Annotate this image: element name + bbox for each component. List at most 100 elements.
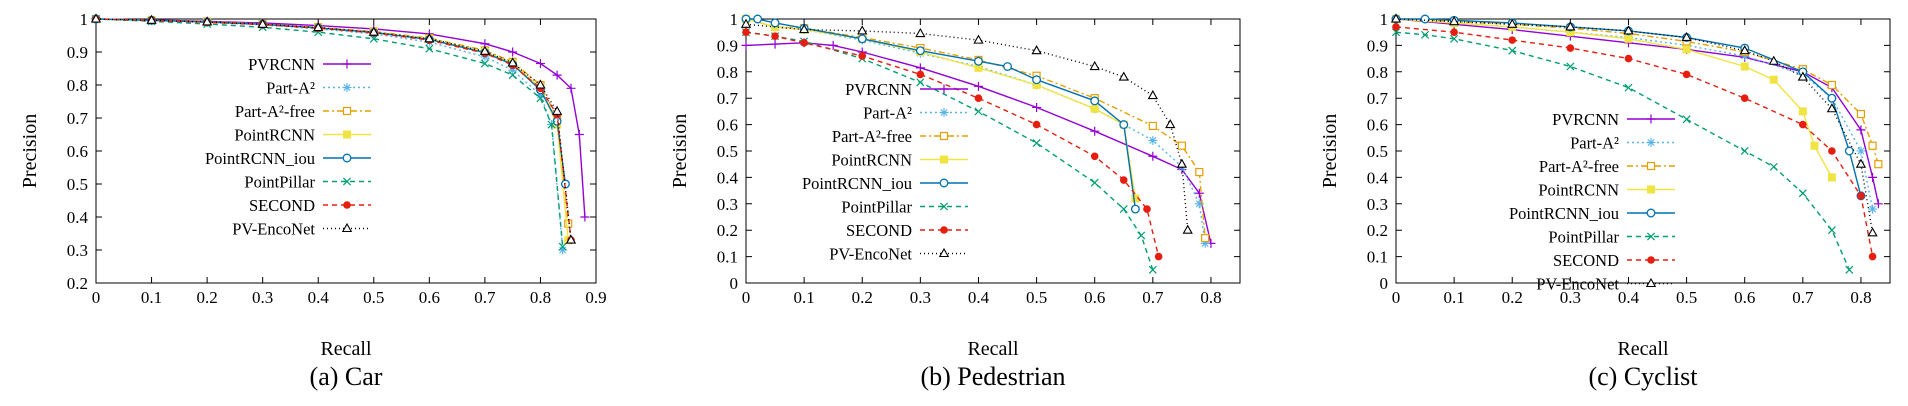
- legend-marker: [1646, 161, 1656, 171]
- data-point: [974, 56, 983, 66]
- y-tick-label: 0.5: [67, 175, 88, 194]
- x-tick-label: 0.5: [363, 288, 384, 307]
- data-point: [1856, 125, 1866, 135]
- data-point: [828, 40, 838, 50]
- data-point: [507, 57, 518, 67]
- data-point: [857, 34, 867, 44]
- legend-label: Part-A²: [863, 104, 912, 123]
- data-point: [1147, 89, 1158, 100]
- y-tick-label: 0.9: [67, 43, 88, 62]
- data-point: [1118, 71, 1129, 81]
- series-line: [1396, 18, 1862, 197]
- x-tick-label: 0.2: [1502, 288, 1523, 307]
- y-tick-label: 1: [80, 10, 89, 29]
- y-tick-label: 0.4: [67, 208, 89, 227]
- data-point: [1154, 252, 1163, 261]
- x-tick-label: 0.8: [1850, 288, 1871, 307]
- data-point: [369, 34, 378, 43]
- x-tick-label: 0.8: [1200, 288, 1221, 307]
- x-tick-label: 0.1: [141, 288, 162, 307]
- x-tick-label: 0.1: [1443, 288, 1464, 307]
- series-pv-enconet: [1390, 13, 1878, 237]
- x-tick-label: 0.3: [910, 288, 931, 307]
- y-tick-label: 0.6: [67, 142, 88, 161]
- data-point: [1195, 168, 1204, 177]
- legend-marker: [343, 130, 351, 139]
- data-point: [798, 23, 810, 34]
- data-point: [1176, 158, 1188, 168]
- plot-frame: [1395, 18, 1891, 284]
- data-point: [535, 79, 546, 89]
- data-point: [973, 81, 983, 91]
- data-point: [551, 105, 563, 115]
- legend-marker: [938, 247, 950, 258]
- legend-label: Part-A²-free: [832, 127, 912, 146]
- data-point: [1448, 16, 1460, 26]
- legend-marker: [939, 108, 949, 117]
- data-point: [1798, 189, 1807, 198]
- series-line: [1395, 18, 1874, 233]
- series-pv-enconet: [90, 13, 577, 244]
- data-point: [547, 120, 556, 129]
- x-tick-label: 0: [1392, 288, 1401, 307]
- data-point: [1868, 204, 1878, 214]
- data-point: [146, 14, 157, 24]
- data-point: [1797, 71, 1808, 81]
- data-point: [1624, 83, 1633, 92]
- data-point: [558, 245, 568, 255]
- data-point: [770, 18, 780, 28]
- data-point: [1844, 146, 1854, 156]
- series-line: [95, 18, 569, 241]
- data-point: [1682, 115, 1691, 124]
- data-point: [1450, 28, 1458, 36]
- data-point: [974, 107, 983, 116]
- data-point: [1826, 103, 1838, 113]
- data-point: [480, 59, 489, 68]
- data-point: [771, 32, 779, 40]
- legend-label: PointRCNN: [831, 151, 912, 170]
- series-pointrcnn-iou: [91, 14, 570, 189]
- data-point: [508, 65, 518, 75]
- data-point: [566, 83, 576, 93]
- data-point: [916, 78, 925, 87]
- data-point: [535, 90, 545, 100]
- legend-marker: [939, 84, 949, 94]
- data-point: [1857, 192, 1865, 200]
- data-point: [1177, 141, 1186, 150]
- series-line: [95, 18, 564, 247]
- legend: PVRCNN Part-A² Part-A²-free PointRCNN PointR…: [205, 55, 371, 239]
- y-tick-label: 0.9: [1367, 36, 1388, 55]
- legend-marker: [342, 153, 352, 163]
- y-tick-label: 0.2: [1367, 221, 1388, 240]
- data-point: [1740, 62, 1749, 71]
- plot-frame: [95, 18, 597, 284]
- legend: PVRCNN Part-A² Part-A²-free PointRCNN PointR…: [1509, 110, 1675, 294]
- data-point: [740, 18, 752, 28]
- y-tick-label: 0.8: [67, 76, 88, 95]
- data-point: [1090, 126, 1100, 136]
- data-point: [90, 13, 102, 23]
- x-tick-label: 0.8: [530, 288, 551, 307]
- data-point: [425, 44, 434, 53]
- data-point: [313, 21, 324, 32]
- data-point: [1828, 147, 1836, 155]
- legend-label: PVRCNN: [845, 80, 912, 99]
- data-point: [1868, 141, 1877, 150]
- data-point: [1740, 94, 1749, 102]
- data-point: [1148, 121, 1157, 131]
- data-point: [858, 52, 867, 60]
- series-line: [1395, 26, 1874, 257]
- series-second: [1392, 23, 1877, 261]
- x-tick-label: 0.6: [1734, 288, 1755, 307]
- x-tick-label: 0.5: [1026, 288, 1047, 307]
- data-point: [479, 45, 491, 55]
- legend-marker: [1647, 185, 1655, 194]
- data-point: [1856, 146, 1866, 156]
- data-point: [915, 27, 926, 38]
- data-point: [1194, 199, 1204, 209]
- legend-marker: [939, 178, 949, 188]
- data-point: [741, 40, 751, 50]
- legend-label: Part-A²-free: [235, 102, 315, 121]
- y-tick-label: 0.5: [717, 142, 738, 161]
